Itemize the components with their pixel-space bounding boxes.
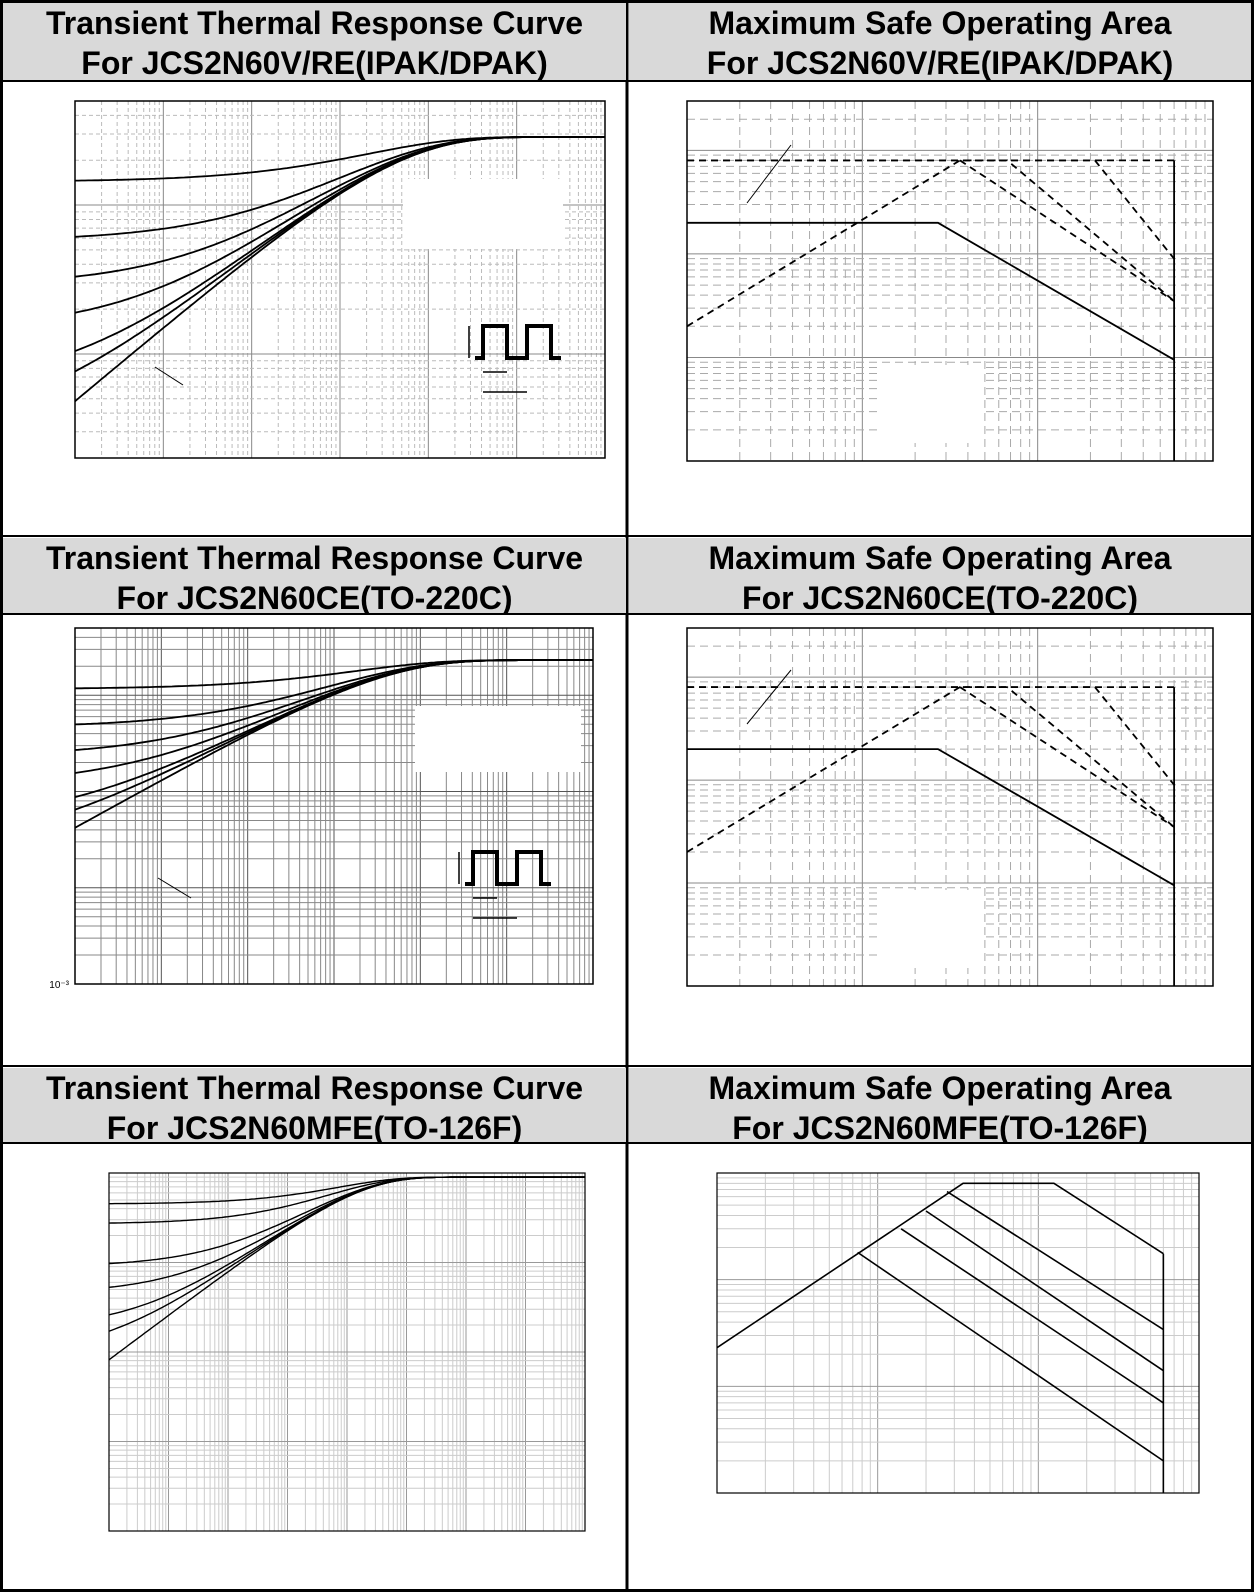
plot-area [717, 1173, 1199, 1493]
header-line1: Transient Thermal Response Curve [45, 540, 584, 576]
plot-frame [686, 627, 1214, 987]
header-line1: Maximum Safe Operating Area [708, 1070, 1172, 1106]
series-line-3 [687, 221, 1175, 361]
header-line2: For JCS2N60V/RE(IPAK/DPAK) [706, 45, 1174, 80]
annotation-arrow [746, 144, 792, 204]
pulse-waveform [475, 324, 561, 360]
thermal-chart-3 [108, 1172, 586, 1532]
plot-frame [686, 100, 1214, 462]
header-thermal-1: Transient Thermal Response Curve For JCS… [3, 3, 626, 80]
header-line2: For JCS2N60V/RE(IPAK/DPAK) [81, 45, 548, 80]
series-line-2 [959, 686, 1175, 828]
plot-frame [74, 627, 594, 985]
series-line-1 [686, 686, 1175, 853]
series-line-6 [75, 659, 593, 829]
notes-box [881, 890, 981, 968]
header-line1: Transient Thermal Response Curve [45, 5, 584, 41]
thermal-chart-1 [74, 100, 606, 459]
notes-box [881, 365, 981, 443]
series-line-6 [75, 136, 605, 402]
header-thermal-2: Transient Thermal Response Curve For JCS… [3, 538, 626, 613]
annotation-arrow [746, 669, 792, 725]
plot-frame [74, 100, 606, 459]
series-line-3 [687, 748, 1175, 887]
header-line1: Maximum Safe Operating Area [708, 540, 1172, 576]
series-line-2 [959, 159, 1175, 302]
header-soa-3: Maximum Safe Operating Area For JCS2N60M… [629, 1068, 1251, 1142]
header-line2: For JCS2N60CE(TO-220C) [116, 580, 513, 613]
soa-chart-1 [686, 100, 1214, 462]
header-line2: For JCS2N60MFE(TO-126F) [106, 1110, 523, 1142]
header-soa-2: Maximum Safe Operating Area For JCS2N60C… [629, 538, 1251, 613]
header-thermal-3: Transient Thermal Response Curve For JCS… [3, 1068, 626, 1142]
series-line-1 [946, 1190, 1164, 1331]
thermal-chart-2: 10⁻³ [49, 627, 594, 991]
series-line-3 [900, 1228, 1164, 1404]
series-line-0 [716, 1182, 1164, 1349]
series-line-4 [857, 1251, 1164, 1462]
series-line-1 [686, 159, 1175, 328]
soa-chart-2 [686, 627, 1214, 987]
single-pulse-pointer [154, 366, 184, 386]
plot-frame [716, 1172, 1200, 1494]
series-line-2 [925, 1210, 1164, 1372]
single-pulse-pointer [157, 877, 192, 899]
header-soa-1: Maximum Safe Operating Area For JCS2N60V… [629, 3, 1251, 80]
y-tick-label-min: 10⁻³ [49, 980, 69, 991]
header-line2: For JCS2N60CE(TO-220C) [742, 580, 1138, 613]
notes-box [415, 706, 581, 772]
header-line2: For JCS2N60MFE(TO-126F) [732, 1110, 1148, 1142]
pulse-waveform [465, 850, 551, 886]
header-line1: Maximum Safe Operating Area [708, 5, 1172, 41]
notes-box [403, 179, 563, 249]
series-line-6 [109, 1176, 585, 1361]
soa-chart-3 [716, 1172, 1200, 1494]
plot-frame [108, 1172, 586, 1532]
header-line1: Transient Thermal Response Curve [45, 1070, 584, 1106]
